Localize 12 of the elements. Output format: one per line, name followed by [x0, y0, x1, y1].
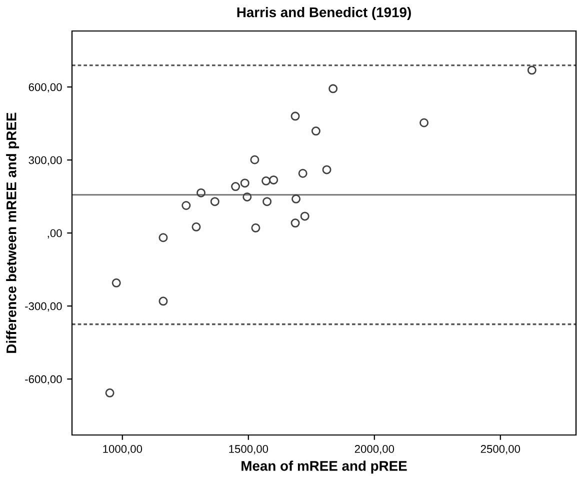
chart-title: Harris and Benedict (1919): [237, 7, 411, 20]
x-tick-label: 2000,00: [354, 445, 394, 454]
x-tick-label: 1000,00: [103, 445, 142, 454]
y-axis-title: Difference between mREE and pREE: [6, 112, 20, 353]
y-tick-label: 600,00: [28, 83, 62, 92]
x-tick-label: 1500,00: [229, 445, 268, 454]
x-axis-title: Mean of mREE and pREE: [242, 460, 407, 474]
y-tick-label: -300,00: [25, 302, 62, 312]
y-tick-label: ,00: [48, 229, 62, 238]
y-tick-label: -600,00: [25, 375, 62, 384]
y-tick-label: 300,00: [28, 156, 62, 166]
x-tick-label: 2500,00: [480, 445, 520, 454]
